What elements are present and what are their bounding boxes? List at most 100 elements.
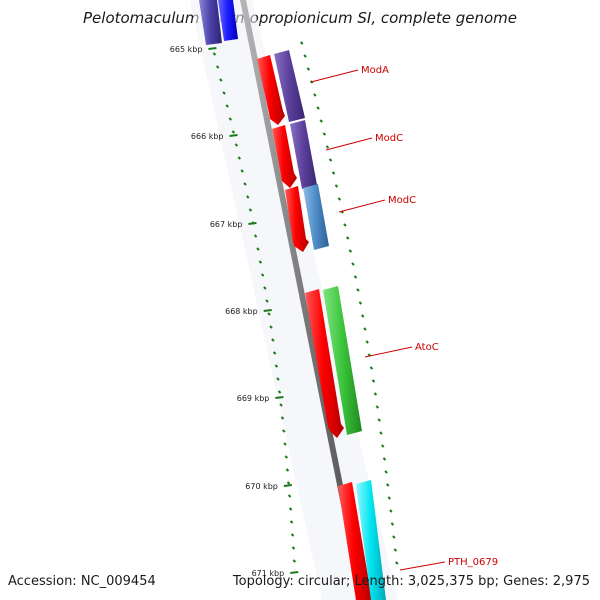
minor-tick (212, 52, 217, 56)
scale-tick-label: 671 kbp (252, 569, 285, 578)
minor-tick (271, 338, 275, 342)
major-tick (229, 134, 238, 137)
outer-minor-tick (313, 93, 317, 97)
cds-arrow-pth-0679 (338, 482, 372, 600)
cds-arrow-atoc (305, 289, 344, 438)
minor-tick (246, 195, 250, 199)
outer-minor-tick (337, 197, 342, 201)
minor-tick (219, 78, 223, 82)
outer-scale-ticks (300, 41, 399, 565)
minor-tick (260, 273, 265, 277)
scale-tick-label: 665 kbp (170, 45, 203, 54)
outer-minor-tick (375, 405, 380, 409)
outer-minor-tick (393, 548, 398, 552)
major-tick (208, 47, 217, 50)
outer-minor-tick (387, 496, 392, 500)
cds-arrow-modc-2 (285, 186, 309, 252)
gene-label: PTH_0679 (448, 557, 498, 568)
minor-tick (283, 442, 287, 446)
outer-minor-tick (369, 366, 374, 370)
outer-minor-tick (392, 535, 396, 539)
scale-tick-label: 666 kbp (191, 132, 224, 141)
outer-minor-tick (303, 54, 307, 58)
outer-minor-tick (322, 132, 327, 136)
scale-ticks (209, 39, 297, 563)
gene-label: ModC (375, 133, 403, 144)
outer-minor-tick (334, 184, 339, 188)
minor-tick (272, 351, 277, 355)
major-tick (263, 309, 272, 312)
outer-minor-tick (345, 236, 350, 240)
minor-tick (267, 312, 271, 316)
major-tick (248, 222, 257, 225)
minor-tick (292, 559, 297, 563)
feature-track-pth-0679 (356, 480, 386, 600)
minor-tick (282, 429, 286, 433)
minor-tick (279, 403, 283, 407)
cds-feature-top-left (199, 0, 222, 45)
outer-minor-tick (306, 67, 311, 71)
minor-tick (256, 247, 260, 251)
minor-tick (291, 546, 296, 550)
outer-minor-tick (386, 483, 390, 487)
outer-minor-tick (384, 470, 388, 474)
outer-minor-tick (358, 301, 363, 305)
outer-minor-tick (351, 262, 355, 266)
minor-tick (289, 520, 294, 524)
minor-tick (290, 533, 295, 537)
genome-summary: Topology: circular; Length: 3,025,375 bp… (232, 574, 590, 589)
scale-labels: 665 kbp 666 kbp 667 kbp 668 kbp 669 kbp 670 k… (170, 45, 299, 578)
minor-tick (280, 416, 285, 420)
gene-callout-line (310, 69, 359, 83)
gene-label: ModA (361, 65, 389, 76)
scale-tick-label: 667 kbp (210, 220, 243, 229)
outer-minor-tick (328, 158, 333, 162)
minor-tick (286, 481, 291, 485)
outer-minor-tick (300, 41, 304, 45)
outer-minor-tick (331, 171, 336, 175)
feature-track-modc-1 (290, 120, 317, 189)
minor-tick (269, 325, 273, 329)
minor-tick (240, 169, 244, 173)
outer-minor-tick (377, 418, 381, 422)
gene-callouts: ModA ModC ModC AtoC PTH_0679 (310, 65, 498, 571)
gene-callout-line (399, 561, 446, 571)
minor-tick (234, 143, 239, 147)
gene-callout-line (338, 199, 386, 213)
scale-tick-label: 669 kbp (237, 394, 270, 403)
outer-minor-tick (390, 522, 395, 526)
cds-arrow-moda (257, 55, 285, 125)
minor-tick (225, 104, 229, 108)
minor-tick (284, 455, 288, 459)
minor-tick (263, 286, 267, 290)
minor-tick (258, 260, 263, 264)
cds-feature-top-right (218, 0, 238, 41)
outer-minor-tick (395, 561, 399, 565)
outer-minor-tick (371, 379, 376, 383)
minor-tick (277, 390, 282, 394)
map-title: Pelotomaculum thermopropionicum SI, comp… (83, 9, 517, 27)
feature-track-moda (274, 50, 305, 122)
minor-tick (231, 130, 236, 134)
major-tick (290, 571, 299, 574)
minor-tick (237, 156, 242, 160)
major-tick (275, 396, 284, 399)
minor-tick (276, 377, 280, 381)
minor-tick (287, 494, 292, 498)
gene-label: ModC (388, 195, 416, 206)
gene-callout-line (325, 137, 373, 151)
feature-band (190, 0, 398, 600)
outer-minor-tick (353, 275, 358, 279)
outer-minor-tick (381, 444, 385, 448)
minor-tick (288, 507, 293, 511)
minor-tick (248, 208, 253, 212)
minor-tick (274, 364, 279, 368)
outer-minor-tick (360, 314, 365, 318)
minor-tick (222, 91, 226, 95)
outer-minor-tick (343, 223, 347, 227)
feature-track-atoc (323, 286, 362, 435)
minor-tick (265, 299, 269, 303)
minor-tick (253, 234, 258, 238)
outer-minor-tick (319, 119, 323, 123)
genome-backbone (240, 0, 366, 600)
